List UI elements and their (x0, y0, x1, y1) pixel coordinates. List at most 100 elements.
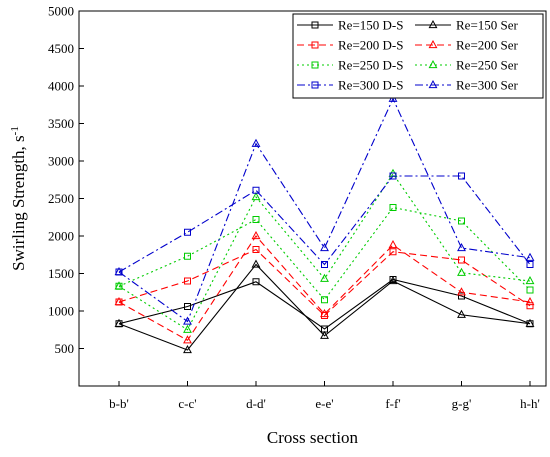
data-point-marker (389, 204, 397, 211)
y-tick-label: 500 (55, 341, 75, 356)
legend-label: Re=200 D-S (338, 38, 403, 53)
data-point-marker (320, 242, 329, 252)
legend-swatch-marker (311, 21, 319, 29)
series-line (118, 175, 531, 273)
legend-swatch-marker (311, 61, 319, 69)
data-point-marker (183, 344, 192, 354)
legend-swatch-marker (428, 59, 438, 69)
data-point-marker (114, 318, 124, 327)
legend-label: Re=150 D-S (338, 18, 403, 33)
y-tick-label: 1000 (48, 304, 74, 319)
data-point-marker (251, 259, 261, 268)
legend-label: Re=300 D-S (338, 78, 403, 93)
legend-box (292, 13, 544, 99)
y-axis-title-main: Swirling Strength, s (9, 135, 28, 271)
chart-marks (114, 93, 535, 354)
x-tick-label: h-h' (520, 396, 540, 411)
data-point-marker (389, 172, 397, 180)
legend-label: Re=200 Ser (456, 38, 519, 53)
legend-label: Re=250 D-S (338, 58, 403, 73)
data-point-marker (320, 330, 329, 339)
y-tick-label: 2500 (48, 191, 74, 206)
data-point-marker (525, 252, 535, 261)
series-group (115, 204, 534, 304)
series-line (118, 97, 531, 323)
data-point-marker (457, 267, 466, 276)
series-line (118, 278, 531, 330)
data-point-marker (320, 308, 329, 318)
data-point-marker (458, 292, 465, 300)
axes: 500 1000 1500 2000 2500 3000 3500 4000 4500 5000 b… (48, 4, 540, 412)
data-point-marker (184, 303, 191, 310)
data-point-marker (389, 248, 397, 256)
series-group (114, 259, 535, 354)
series-line (118, 235, 531, 341)
data-point-marker (320, 273, 329, 282)
y-tick-label: 2000 (48, 229, 74, 244)
data-point-marker (251, 138, 261, 147)
data-point-marker (321, 261, 328, 268)
legend-swatch-marker (428, 39, 438, 49)
data-point-marker (184, 277, 191, 285)
data-point-marker (388, 239, 398, 249)
data-point-marker (252, 246, 260, 253)
x-tick-label: c-c' (178, 396, 196, 411)
data-point-marker (526, 302, 534, 310)
x-tick-label: d-d' (246, 396, 266, 411)
data-point-marker (457, 287, 466, 296)
data-point-marker (458, 217, 465, 225)
legend: Re=150 D-S Re=150 Ser Re=200 D-S Re=200 Ser… (292, 13, 544, 99)
y-tick-label: 4000 (48, 79, 74, 94)
y-axis-title: Swirling Strength, s-1 (9, 126, 28, 271)
series-group (114, 93, 535, 325)
y-tick-label: 4500 (48, 41, 74, 56)
legend-swatch-marker (311, 41, 319, 49)
legend-label: Re=250 Ser (456, 58, 519, 73)
data-point-marker (251, 191, 261, 201)
x-tick-label: e-e' (315, 396, 333, 411)
x-tick-label: g-g' (452, 396, 472, 411)
data-point-marker (251, 230, 261, 240)
data-point-marker (457, 309, 466, 318)
series-line (118, 248, 531, 317)
series-line (118, 172, 531, 331)
data-point-marker (184, 252, 191, 260)
data-point-marker (114, 266, 124, 276)
data-point-marker (525, 296, 535, 306)
series-group (114, 230, 535, 344)
y-axis-title-superscript: -1 (9, 126, 21, 135)
x-tick-label: b-b' (109, 396, 129, 411)
y-tick-label: 5000 (48, 4, 74, 19)
legend-label: Re=300 Ser (456, 78, 519, 93)
data-point-marker (114, 296, 124, 306)
data-point-marker (252, 278, 260, 286)
data-point-marker (525, 275, 535, 285)
data-point-marker (183, 335, 192, 344)
data-point-marker (114, 281, 124, 290)
data-point-marker (183, 316, 192, 325)
x-axis-title: Cross section (267, 428, 359, 447)
data-point-marker (458, 256, 465, 264)
data-point-marker (526, 286, 534, 294)
data-point-marker (252, 186, 260, 194)
data-point-marker (458, 172, 465, 180)
legend-swatch-marker (428, 19, 438, 29)
data-point-marker (526, 261, 534, 268)
data-point-marker (388, 275, 398, 285)
data-point-marker (321, 296, 328, 304)
series-group (115, 246, 534, 319)
data-point-marker (457, 242, 466, 252)
data-point-marker (252, 216, 260, 223)
y-tick-label: 3000 (48, 154, 74, 169)
data-point-marker (184, 228, 191, 236)
legend-swatch-marker (428, 79, 438, 89)
series-line (118, 206, 531, 301)
y-tick-label: 1500 (48, 266, 74, 281)
x-tick-label: f-f' (385, 396, 400, 411)
legend-swatch-marker (311, 81, 319, 89)
data-point-marker (183, 324, 192, 333)
legend-label: Re=150 Ser (456, 18, 519, 33)
data-point-marker (525, 318, 535, 327)
